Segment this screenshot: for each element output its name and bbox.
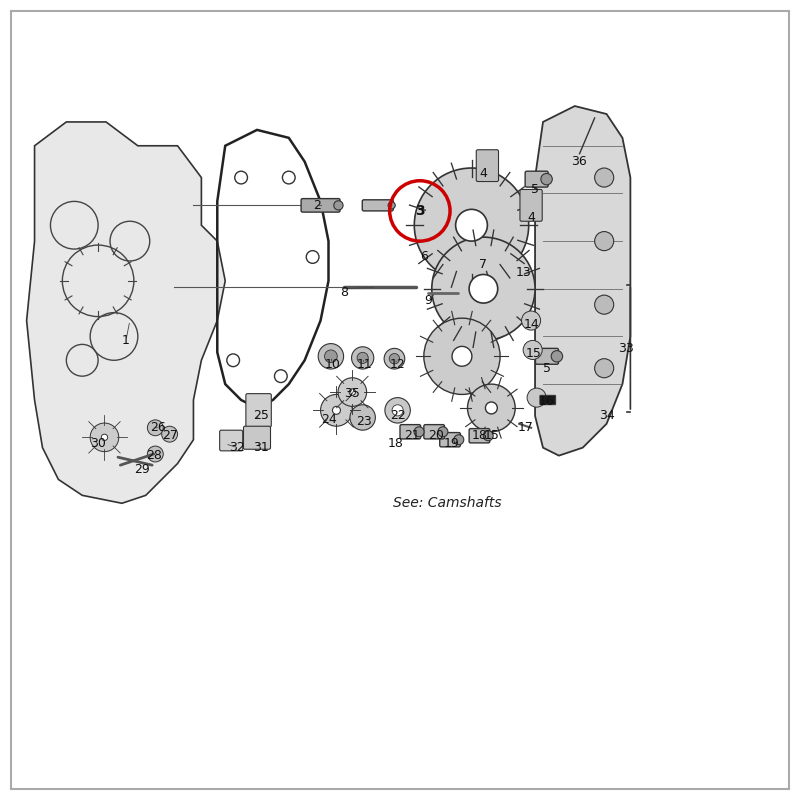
FancyBboxPatch shape	[469, 429, 490, 443]
Circle shape	[594, 295, 614, 314]
Circle shape	[350, 405, 375, 430]
Circle shape	[414, 168, 529, 282]
Text: 2: 2	[313, 199, 321, 212]
FancyBboxPatch shape	[520, 190, 542, 222]
Circle shape	[594, 358, 614, 378]
Text: 18: 18	[471, 430, 487, 442]
Circle shape	[102, 434, 108, 441]
Circle shape	[469, 274, 498, 303]
Circle shape	[388, 202, 395, 209]
Text: 4: 4	[527, 210, 535, 224]
PathPatch shape	[535, 106, 630, 456]
FancyBboxPatch shape	[535, 348, 558, 364]
Text: 15: 15	[526, 347, 542, 361]
Text: 3: 3	[415, 204, 425, 218]
Text: 5: 5	[531, 183, 539, 196]
Circle shape	[385, 398, 410, 423]
Text: 6: 6	[420, 250, 428, 263]
Text: 17: 17	[518, 422, 534, 434]
FancyBboxPatch shape	[424, 425, 445, 439]
Circle shape	[162, 426, 178, 442]
Circle shape	[338, 378, 366, 406]
Circle shape	[384, 348, 405, 369]
Text: 36: 36	[571, 155, 586, 168]
Circle shape	[357, 352, 368, 363]
FancyBboxPatch shape	[301, 198, 340, 212]
Text: 24: 24	[321, 414, 336, 426]
Text: 32: 32	[230, 441, 245, 454]
FancyBboxPatch shape	[540, 395, 556, 405]
Circle shape	[318, 343, 343, 369]
Circle shape	[325, 350, 338, 362]
Text: 33: 33	[618, 342, 634, 355]
Text: 35: 35	[344, 387, 360, 400]
Circle shape	[351, 346, 374, 369]
Text: 27: 27	[162, 430, 178, 442]
Text: 21: 21	[404, 430, 420, 442]
Circle shape	[424, 318, 500, 394]
FancyBboxPatch shape	[243, 426, 270, 450]
Circle shape	[147, 420, 163, 436]
Circle shape	[483, 430, 493, 441]
Circle shape	[90, 423, 118, 452]
Text: 20: 20	[428, 430, 444, 442]
Text: 13: 13	[515, 266, 531, 279]
Text: 26: 26	[150, 422, 166, 434]
Text: 31: 31	[253, 441, 269, 454]
Text: 5: 5	[543, 362, 551, 374]
FancyBboxPatch shape	[440, 433, 460, 447]
Circle shape	[390, 354, 400, 364]
FancyBboxPatch shape	[525, 171, 548, 187]
Text: 34: 34	[598, 410, 614, 422]
FancyBboxPatch shape	[246, 394, 271, 427]
Circle shape	[527, 388, 546, 407]
Circle shape	[452, 346, 472, 366]
FancyBboxPatch shape	[400, 425, 421, 439]
Text: 29: 29	[134, 463, 150, 477]
Circle shape	[432, 237, 535, 341]
Text: 30: 30	[90, 437, 106, 450]
Circle shape	[414, 426, 424, 437]
Text: 19: 19	[444, 437, 459, 450]
Text: 25: 25	[253, 410, 269, 422]
Circle shape	[486, 402, 498, 414]
Circle shape	[147, 446, 163, 462]
PathPatch shape	[26, 122, 226, 503]
Text: 1: 1	[122, 334, 130, 347]
Circle shape	[522, 311, 541, 330]
Text: See: Camshafts: See: Camshafts	[394, 496, 502, 510]
Text: 16: 16	[539, 395, 555, 408]
Circle shape	[594, 231, 614, 250]
Text: 10: 10	[325, 358, 341, 370]
Circle shape	[541, 174, 552, 185]
Text: 7: 7	[479, 258, 487, 271]
Text: 23: 23	[356, 415, 372, 428]
Circle shape	[334, 201, 343, 210]
Text: 11: 11	[356, 358, 372, 370]
Circle shape	[594, 168, 614, 187]
Circle shape	[551, 350, 562, 362]
Text: 22: 22	[390, 410, 406, 422]
Text: 18: 18	[388, 437, 404, 450]
Circle shape	[392, 405, 403, 416]
FancyBboxPatch shape	[362, 200, 394, 211]
Circle shape	[333, 406, 341, 414]
Circle shape	[349, 389, 355, 395]
Text: 15: 15	[483, 430, 499, 442]
Text: 9: 9	[424, 294, 432, 307]
Circle shape	[456, 210, 487, 241]
FancyBboxPatch shape	[476, 150, 498, 182]
FancyBboxPatch shape	[220, 430, 242, 451]
Text: 28: 28	[146, 449, 162, 462]
Text: 4: 4	[479, 167, 487, 180]
Circle shape	[438, 426, 448, 437]
Circle shape	[321, 394, 352, 426]
Circle shape	[467, 384, 515, 432]
Text: 8: 8	[340, 286, 348, 299]
Text: 14: 14	[523, 318, 539, 331]
Text: 12: 12	[390, 358, 406, 370]
Circle shape	[454, 434, 464, 445]
Circle shape	[523, 341, 542, 359]
